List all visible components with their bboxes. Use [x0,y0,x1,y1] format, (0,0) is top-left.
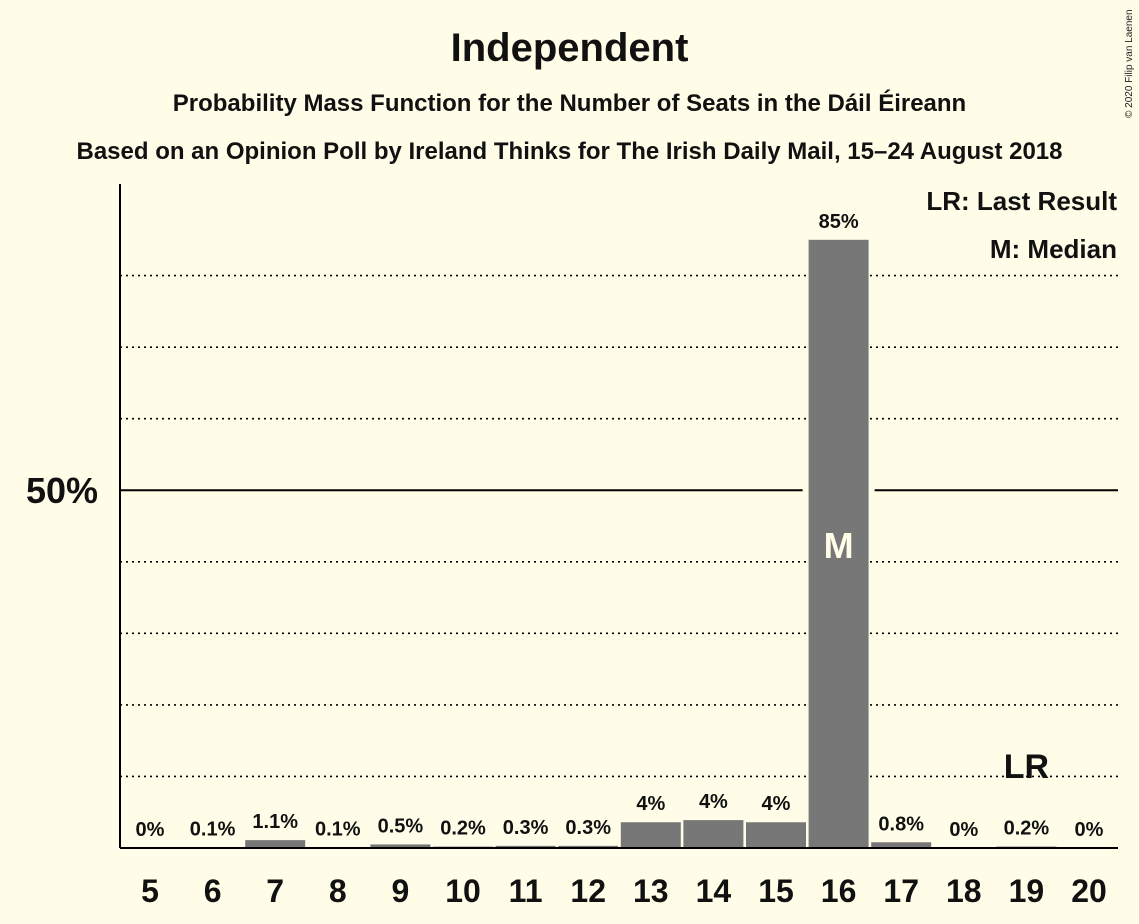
data-label: 0.5% [378,815,424,837]
data-label: 4% [699,791,728,813]
legend-entry: M: Median [990,234,1117,264]
y-tick-label: 50% [26,470,98,511]
x-tick-label: 15 [758,873,794,909]
median-marker: M [824,525,854,566]
data-label: 0.1% [190,818,236,840]
bar [871,842,932,848]
bar [245,840,306,848]
data-label: 1.1% [252,811,298,833]
bar [746,822,806,848]
x-tick-label: 20 [1071,873,1107,909]
chart-subtitle: Probability Mass Function for the Number… [172,90,967,117]
bar [620,822,681,848]
x-tick-label: 13 [633,873,669,909]
data-label: 0% [136,819,165,841]
bar [683,820,744,848]
x-tick-label: 8 [329,873,347,909]
data-label: 0% [1075,819,1104,841]
x-tick-label: 19 [1009,873,1045,909]
bar [370,844,431,848]
data-label: 0.2% [440,818,486,840]
bar [558,845,619,848]
x-tick-label: 11 [509,873,543,909]
x-tick-label: 9 [392,873,410,909]
bar [495,845,556,848]
data-label: 0% [949,819,978,841]
x-tick-label: 16 [821,873,857,909]
x-tick-label: 17 [883,873,919,909]
x-tick-label: 12 [570,873,606,909]
x-tick-label: 18 [946,873,982,909]
chart-source-line: Based on an Opinion Poll by Ireland Thin… [76,138,1063,165]
x-tick-label: 7 [266,873,284,909]
data-label: 85% [819,211,859,233]
x-tick-label: 14 [696,873,732,909]
last-result-marker: LR [1004,748,1049,786]
data-label: 0.8% [878,813,924,835]
data-label: 0.3% [565,817,611,839]
bar [808,239,869,848]
data-label: 4% [762,793,791,815]
chart-title: Independent [450,26,689,70]
x-tick-label: 10 [445,873,481,909]
data-label: 0.2% [1004,818,1050,840]
data-label: 0.1% [315,818,361,840]
data-label: 4% [636,793,665,815]
data-label: 0.3% [503,817,549,839]
legend-entry: LR: Last Result [926,186,1117,216]
x-tick-label: 5 [141,873,159,909]
x-tick-label: 6 [204,873,222,909]
